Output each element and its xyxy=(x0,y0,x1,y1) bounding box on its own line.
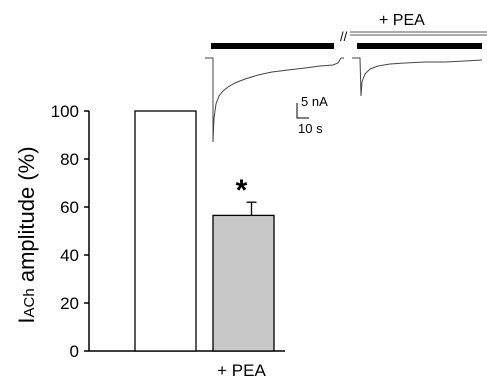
bar-control xyxy=(134,110,197,352)
y-tick-label: 80 xyxy=(60,150,79,169)
y-tick-label: 100 xyxy=(51,102,79,121)
scale-current-label: 5 nA xyxy=(301,94,328,109)
current-trace-inset: // + PEA 5 nA 10 s xyxy=(205,12,487,143)
y-label-main: I xyxy=(14,317,39,323)
axis-break-symbol: // xyxy=(340,29,348,44)
scale-time-label: 10 s xyxy=(298,121,323,136)
y-tick-label: 20 xyxy=(60,294,79,313)
y-tick-label: 60 xyxy=(60,198,79,217)
scale-bar xyxy=(296,103,309,119)
y-label-rest: amplitude (%) xyxy=(14,146,39,288)
current-trace-2 xyxy=(352,57,483,97)
y-axis: 0 20 40 60 80 100 xyxy=(51,102,285,361)
bar-pea xyxy=(212,214,275,352)
x-labels: + PEA xyxy=(217,361,266,379)
y-axis-label: IACh amplitude (%) xyxy=(14,146,39,323)
pea-application-bar-1 xyxy=(211,43,334,49)
pea-label-inset: + PEA xyxy=(379,12,425,29)
y-tick-label: 0 xyxy=(70,342,79,361)
current-trace-1 xyxy=(205,57,344,143)
y-label-subscript: ACh xyxy=(21,288,38,317)
x-category-label: + PEA xyxy=(217,361,266,379)
pea-application-bar-2 xyxy=(357,43,482,49)
bars: * xyxy=(134,110,275,352)
y-tick-label: 40 xyxy=(60,246,79,265)
significance-marker: * xyxy=(236,174,248,207)
y-ticks: 0 20 40 60 80 100 xyxy=(51,102,89,361)
